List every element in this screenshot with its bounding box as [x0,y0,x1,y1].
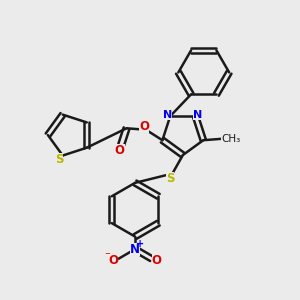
Text: +: + [136,239,144,249]
Text: O: O [108,254,118,267]
Text: CH₃: CH₃ [221,134,241,144]
Text: O: O [115,144,125,157]
Text: O: O [152,254,162,267]
Text: N: N [130,243,140,256]
Text: N: N [163,110,172,120]
Text: S: S [166,172,174,184]
Text: N: N [193,110,203,120]
Text: ⁻: ⁻ [104,251,110,261]
Text: S: S [55,154,63,166]
Text: O: O [140,120,149,133]
